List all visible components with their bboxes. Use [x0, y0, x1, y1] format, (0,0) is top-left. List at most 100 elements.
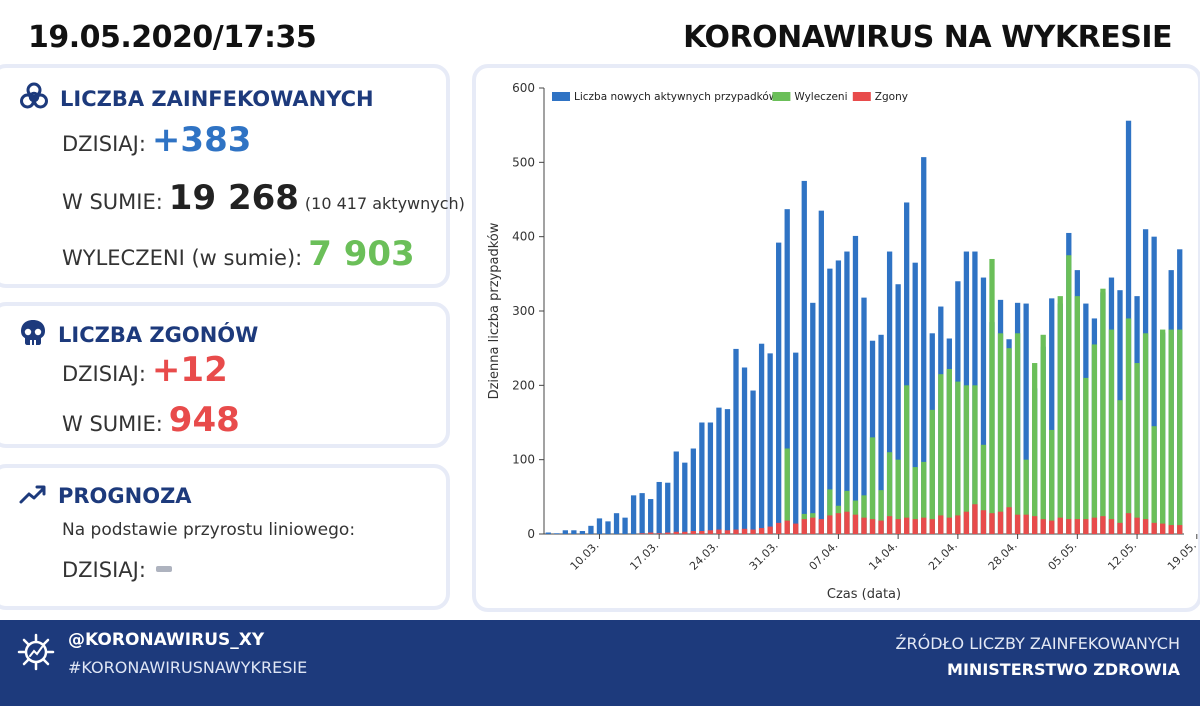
bar-wyleczeni	[1014, 333, 1021, 534]
bar-zgony	[852, 514, 859, 534]
bar-liczba-nowych-aktywnych-przypadkw	[622, 517, 628, 534]
bar-liczba-nowych-aktywnych-przypadkw	[912, 262, 918, 534]
bar-liczba-nowych-aktywnych-przypadkw	[921, 157, 927, 534]
bar-wyleczeni	[921, 461, 927, 534]
bar-wyleczeni	[1049, 429, 1055, 534]
bar-wyleczeni	[878, 490, 884, 534]
bar-liczba-nowych-aktywnych-przypadkw	[784, 209, 790, 534]
bar-zgony	[1108, 519, 1115, 534]
virus-icon	[16, 632, 56, 676]
bar-wyleczeni	[895, 459, 901, 534]
forecast-empty-dash	[155, 566, 172, 572]
bar-wyleczeni	[904, 385, 910, 534]
bar-zgony	[997, 511, 1004, 534]
legend-label: Liczba nowych aktywnych przypadków	[574, 91, 778, 103]
bar-zgony	[810, 517, 816, 534]
bar-zgony	[946, 517, 952, 534]
bar-zgony	[1177, 525, 1183, 534]
bar-liczba-nowych-aktywnych-przypadkw	[571, 530, 577, 534]
bar-wyleczeni	[929, 409, 935, 534]
bar-liczba-nowych-aktywnych-przypadkw	[758, 343, 765, 534]
x-tick-label: 31.03.	[747, 539, 781, 573]
chart-card: 0 100 200 300 400 500 600 10.03. 17.03. 24.03. 31.…	[472, 64, 1200, 612]
bar-zgony	[861, 517, 867, 534]
bar-liczba-nowych-aktywnych-przypadkw	[596, 518, 603, 534]
bar-wyleczeni	[827, 489, 833, 534]
bar-liczba-nowych-aktywnych-przypadkw	[579, 531, 586, 534]
bar-wyleczeni	[972, 385, 978, 534]
bar-wyleczeni	[1108, 329, 1115, 534]
bar-zgony	[963, 511, 970, 534]
bar-liczba-nowych-aktywnych-przypadkw	[844, 251, 850, 535]
legend-label: Wyleczeni	[794, 91, 847, 103]
deaths-today-row: DZISIAJ: +12	[62, 350, 228, 390]
recovered-value: 7 903	[308, 234, 415, 274]
bar-zgony	[767, 526, 773, 534]
bar-zgony	[904, 517, 910, 534]
bar-liczba-nowych-aktywnych-przypadkw	[648, 499, 654, 534]
bar-liczba-nowych-aktywnych-przypadkw	[716, 407, 722, 534]
bar-zgony	[1100, 516, 1106, 534]
deaths-today-label: DZISIAJ:	[62, 362, 146, 386]
deaths-card: LICZBA ZGONÓW DZISIAJ: +12 W SUMIE: 948	[0, 302, 450, 448]
bar-liczba-nowych-aktywnych-przypadkw	[665, 482, 671, 534]
bar-zgony	[1066, 519, 1072, 534]
bar-zgony	[878, 520, 884, 534]
x-tick-label: 14.04.	[866, 539, 900, 573]
bar-wyleczeni	[938, 374, 944, 534]
bar-wyleczeni	[1040, 334, 1046, 534]
bar-wyleczeni	[1100, 288, 1106, 534]
bar-liczba-nowych-aktywnych-przypadkw	[682, 462, 688, 534]
y-tick-label: 500	[512, 155, 535, 169]
bar-zgony	[1049, 520, 1055, 534]
bar-zgony	[989, 513, 995, 534]
bar-zgony	[1083, 519, 1089, 534]
bar-liczba-nowych-aktywnych-przypadkw	[1151, 236, 1157, 534]
bar-wyleczeni	[1057, 296, 1063, 534]
bar-liczba-nowych-aktywnych-przypadkw	[733, 348, 739, 534]
bar-liczba-nowych-aktywnych-przypadkw	[1023, 303, 1029, 534]
bar-wyleczeni	[989, 258, 995, 534]
bar-liczba-nowych-aktywnych-przypadkw	[827, 268, 833, 534]
footer-hashtag[interactable]: #KORONAWIRUSNAWYKRESIE	[68, 658, 308, 677]
bar-wyleczeni	[1177, 329, 1183, 534]
deaths-card-header: LICZBA ZGONÓW	[18, 318, 258, 352]
bar-zgony	[1091, 517, 1098, 534]
infected-today-value: +383	[151, 120, 252, 160]
header-date: 19.05.2020/17:35	[28, 20, 317, 55]
y-tick-label: 300	[512, 304, 535, 318]
bar-wyleczeni	[869, 437, 876, 534]
bar-zgony	[886, 516, 893, 534]
bar-liczba-nowych-aktywnych-przypadkw	[690, 448, 696, 534]
bar-wyleczeni	[1160, 329, 1166, 534]
x-tick-label: 19.05.	[1165, 539, 1198, 573]
bar-zgony	[1168, 525, 1174, 534]
recovered-label: WYLECZENI (w sumie):	[62, 246, 303, 270]
bar-wyleczeni	[1032, 363, 1038, 534]
forecast-subtitle-row: Na podstawie przyrostu liniowego:	[62, 520, 355, 540]
bar-liczba-nowych-aktywnych-przypadkw	[852, 235, 859, 534]
x-tick-label: 28.04.	[986, 539, 1020, 573]
bar-liczba-nowych-aktywnych-przypadkw	[707, 422, 714, 534]
bar-liczba-nowych-aktywnych-przypadkw	[750, 390, 756, 534]
deaths-title: LICZBA ZGONÓW	[58, 323, 259, 347]
bar-liczba-nowych-aktywnych-przypadkw	[656, 481, 662, 534]
footer-handle[interactable]: @KORONAWIRUS_XY	[68, 630, 265, 650]
y-tick-label: 100	[512, 453, 535, 467]
bar-liczba-nowych-aktywnych-przypadkw	[630, 495, 637, 534]
x-tick-label: 21.04.	[926, 539, 960, 573]
header-title: KORONAWIRUS NA WYKRESIE	[683, 20, 1172, 55]
forecast-subtitle: Na podstawie przyrostu liniowego:	[62, 520, 356, 540]
forecast-today-row: DZISIAJ:	[62, 558, 172, 582]
forecast-title: PROGNOZA	[58, 484, 192, 508]
infected-today-label: DZISIAJ:	[62, 132, 146, 156]
bar-zgony	[1006, 507, 1012, 534]
bar-wyleczeni	[1168, 329, 1174, 534]
bar-liczba-nowych-aktywnych-przypadkw	[980, 277, 987, 534]
bar-liczba-nowych-aktywnych-przypadkw	[878, 334, 884, 534]
bar-zgony	[784, 520, 790, 534]
bar-zgony	[1057, 517, 1063, 534]
bar-wyleczeni	[1117, 400, 1123, 534]
bar-wyleczeni	[1134, 363, 1140, 534]
bar-zgony	[1074, 519, 1080, 534]
